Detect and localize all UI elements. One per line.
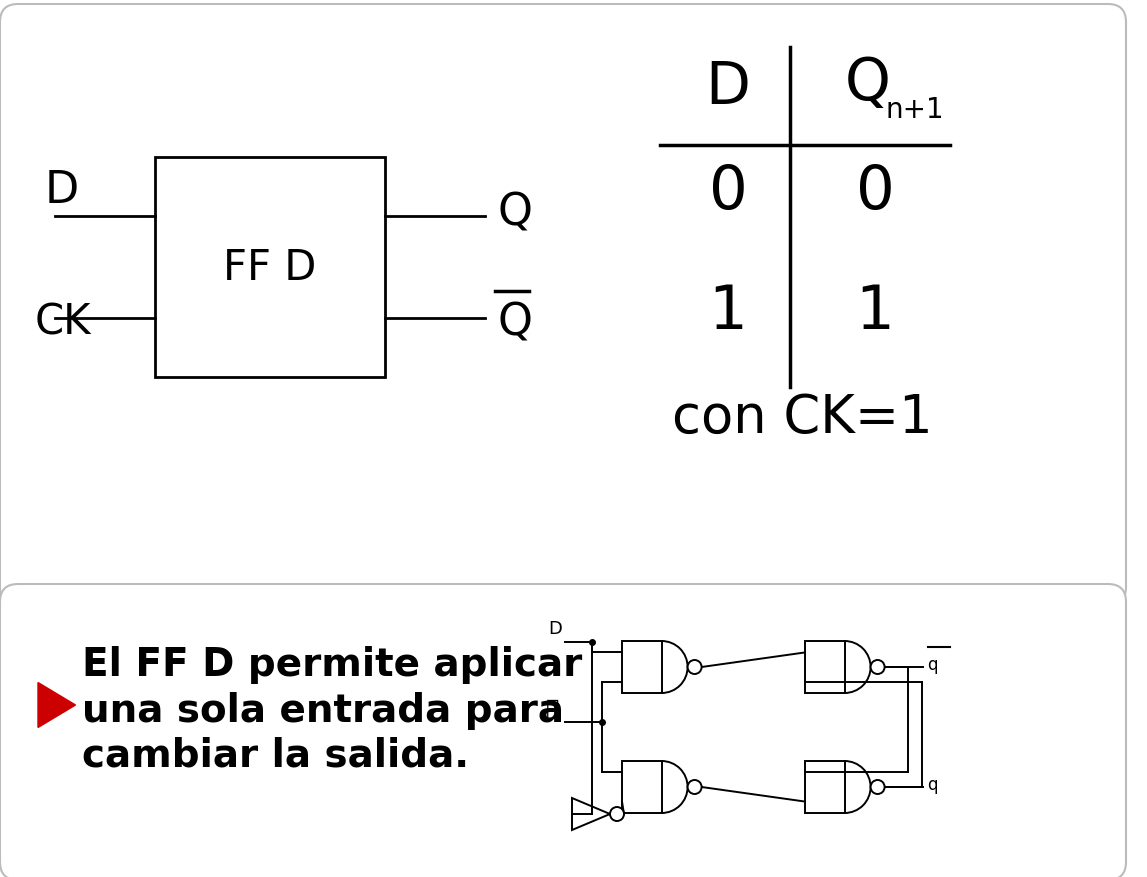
FancyBboxPatch shape <box>0 584 1126 877</box>
Text: q: q <box>928 655 938 674</box>
Circle shape <box>610 807 624 821</box>
Bar <box>805 761 844 813</box>
Circle shape <box>871 781 884 794</box>
Text: q: q <box>928 775 938 793</box>
Text: D: D <box>705 60 750 117</box>
Circle shape <box>687 781 702 794</box>
Text: D: D <box>45 168 79 211</box>
Polygon shape <box>572 798 610 830</box>
Text: D: D <box>548 619 562 638</box>
Text: El FF D permite aplicar: El FF D permite aplicar <box>81 645 583 683</box>
Text: 0: 0 <box>709 163 748 222</box>
Bar <box>155 158 385 378</box>
Text: 0: 0 <box>856 163 895 222</box>
Text: FF D: FF D <box>224 246 317 289</box>
Polygon shape <box>38 682 76 728</box>
Bar <box>805 641 844 693</box>
Text: CK: CK <box>36 302 92 343</box>
Text: Q: Q <box>497 301 532 344</box>
Text: con CK=1: con CK=1 <box>672 391 933 444</box>
Text: 1: 1 <box>856 283 895 342</box>
Text: una sola entrada para: una sola entrada para <box>81 691 564 729</box>
Text: 1: 1 <box>709 283 748 342</box>
Circle shape <box>871 660 884 674</box>
FancyBboxPatch shape <box>0 5 1126 605</box>
Bar <box>622 761 662 813</box>
Text: Q: Q <box>845 55 891 112</box>
Text: Q: Q <box>497 192 532 235</box>
Bar <box>622 641 662 693</box>
Text: n+1: n+1 <box>885 96 944 124</box>
Text: cambiar la salida.: cambiar la salida. <box>81 736 469 774</box>
Circle shape <box>687 660 702 674</box>
Text: ⎍: ⎍ <box>546 698 560 718</box>
